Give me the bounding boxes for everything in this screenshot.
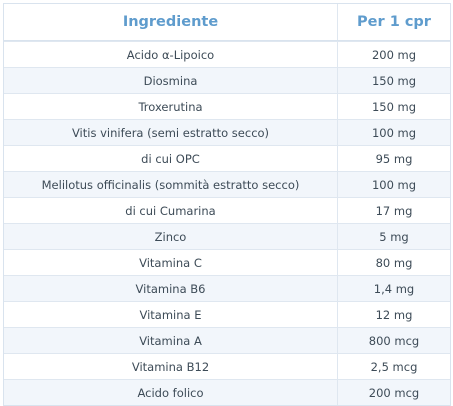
table-row: di cui Cumarina 17 mg: [4, 197, 450, 223]
table-row: Zinco 5 mg: [4, 223, 450, 249]
ingredient-cell: Acido folico: [4, 380, 338, 405]
amount-cell: 150 mg: [371, 99, 417, 114]
table-row: Vitamina B6 1,4 mg: [4, 275, 450, 301]
table-row: Melilotus officinalis (sommità estratto …: [4, 171, 450, 197]
ingredient-cell: Vitamina C: [4, 250, 338, 275]
ingredient-cell: Vitamina B6: [4, 276, 338, 301]
amount-cell: 5 mg: [379, 229, 409, 244]
table-row: Diosmina 150 mg: [4, 67, 450, 93]
amount-cell: 200 mg: [371, 47, 417, 62]
table-row: di cui OPC 95 mg: [4, 145, 450, 171]
amount-cell: 2,5 mcg: [370, 359, 418, 374]
amount-cell: 800 mcg: [368, 333, 420, 348]
ingredient-cell: Vitamina B12: [4, 354, 338, 379]
amount-cell: 200 mcg: [368, 385, 420, 400]
ingredient-cell: Vitamina E: [4, 302, 338, 327]
amount-cell: 150 mg: [371, 73, 417, 88]
amount-cell: 100 mg: [371, 125, 417, 140]
table-row: Acido α-Lipoico 200 mg: [4, 41, 450, 67]
ingredient-cell: Acido α-Lipoico: [4, 42, 338, 67]
table-header-row: Ingrediente Per 1 cpr: [4, 4, 450, 41]
table-row: Vitis vinifera (semi estratto secco) 100…: [4, 119, 450, 145]
ingredient-cell: Vitamina A: [4, 328, 338, 353]
table-row: Troxerutina 150 mg: [4, 93, 450, 119]
amount-cell: 12 mg: [375, 307, 413, 322]
ingredient-cell: Melilotus officinalis (sommità estratto …: [4, 172, 338, 197]
ingredients-table: Ingrediente Per 1 cpr Acido α-Lipoico 20…: [3, 3, 451, 406]
ingredient-cell: Diosmina: [4, 68, 338, 93]
ingredient-cell: Zinco: [4, 224, 338, 249]
amount-cell: 100 mg: [371, 177, 417, 192]
amount-cell: 1,4 mg: [373, 281, 415, 296]
table-row: Vitamina C 80 mg: [4, 249, 450, 275]
ingredient-column-header: Ingrediente: [4, 4, 338, 40]
table-row: Vitamina A 800 mcg: [4, 327, 450, 353]
ingredient-cell: Troxerutina: [4, 94, 338, 119]
ingredient-cell: di cui OPC: [4, 146, 338, 171]
amount-cell: 80 mg: [375, 255, 413, 270]
ingredient-cell: di cui Cumarina: [4, 198, 338, 223]
table-row: Acido folico 200 mcg: [4, 379, 450, 405]
table-row: Vitamina B12 2,5 mcg: [4, 353, 450, 379]
table-row: Vitamina E 12 mg: [4, 301, 450, 327]
ingredient-cell: Vitis vinifera (semi estratto secco): [4, 120, 338, 145]
amount-cell: 95 mg: [375, 151, 413, 166]
amount-cell: 17 mg: [375, 203, 413, 218]
amount-column-header: Per 1 cpr: [357, 14, 431, 30]
